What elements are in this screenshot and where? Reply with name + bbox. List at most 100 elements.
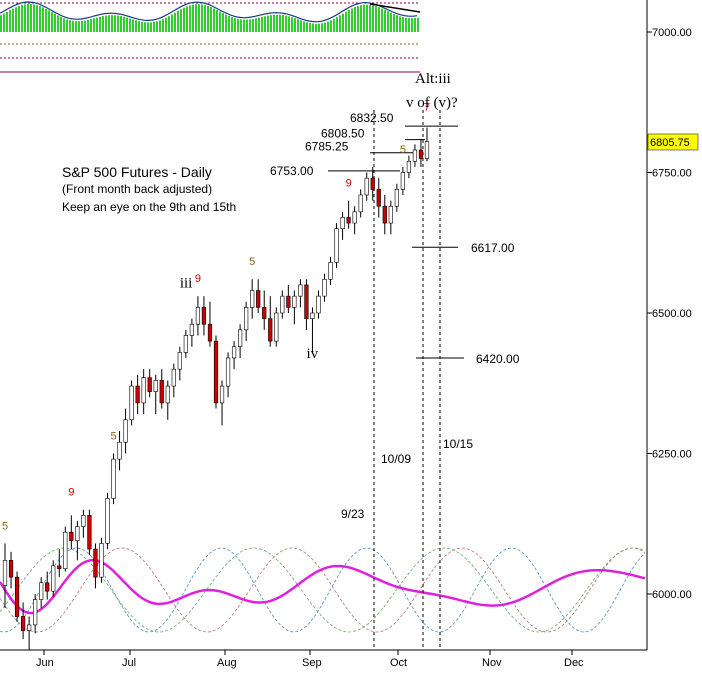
candle-body xyxy=(135,385,140,404)
indicator-bar xyxy=(372,5,374,32)
indicator-bar xyxy=(315,23,317,32)
indicator-bar xyxy=(165,17,167,32)
count-label: 9 xyxy=(68,487,74,499)
indicator-bar xyxy=(330,20,332,32)
candle-body xyxy=(280,295,285,314)
indicator-bar xyxy=(183,7,185,33)
indicator-bar xyxy=(81,20,83,32)
indicator-bar xyxy=(375,6,377,33)
indicator-bar xyxy=(84,20,86,32)
candle-body xyxy=(117,441,122,460)
candle-body xyxy=(225,357,231,387)
indicator-bar xyxy=(111,15,113,32)
candle-body xyxy=(99,543,104,578)
candle-body xyxy=(316,295,321,314)
indicator-bar xyxy=(378,7,380,32)
candle-body xyxy=(27,624,32,631)
candle-body xyxy=(370,177,375,190)
cycle-wave-3 xyxy=(0,547,646,633)
candle-body xyxy=(57,565,62,570)
indicator-bar xyxy=(240,19,242,32)
indicator-bar xyxy=(249,19,251,32)
y-tick-label: 6750.00 xyxy=(652,168,692,180)
cycle-wave-2 xyxy=(0,547,646,633)
candle-body xyxy=(310,312,315,319)
candle-body xyxy=(177,352,182,370)
indicator-bar xyxy=(279,14,281,32)
indicator-bar xyxy=(0,15,2,32)
level-label: 6753.00 xyxy=(270,164,314,178)
indicator-bar xyxy=(36,5,38,33)
indicator-bar xyxy=(417,17,419,32)
candle-body xyxy=(123,419,128,443)
candle-body xyxy=(75,526,80,541)
indicator-bar xyxy=(261,16,263,32)
indicator-bar xyxy=(105,15,107,33)
indicator-bar xyxy=(255,18,257,32)
indicator-bar xyxy=(39,6,41,32)
candle-body xyxy=(147,377,152,392)
indicator-bar xyxy=(138,21,140,32)
indicator-bar xyxy=(351,8,353,32)
indicator-bar xyxy=(306,22,308,32)
candle-body xyxy=(352,211,357,224)
candle-body xyxy=(183,335,188,353)
indicator-bar xyxy=(93,18,95,32)
candle-body xyxy=(165,385,170,404)
chart-subtitle: (Front month back adjusted) xyxy=(62,182,212,196)
indicator-bar xyxy=(78,21,80,32)
indicator-bar xyxy=(63,18,65,32)
x-tick-label: Aug xyxy=(217,657,237,669)
count-label: 5 xyxy=(111,430,117,442)
indicator-bar xyxy=(18,5,20,32)
x-tick-label: Jun xyxy=(36,657,54,669)
candle-body xyxy=(20,616,26,631)
indicator-trend-line xyxy=(369,3,421,13)
candle-body xyxy=(388,205,393,224)
wave-label: iii xyxy=(180,276,193,292)
candle-body xyxy=(340,217,345,230)
indicator-bar xyxy=(198,4,200,32)
candle-body xyxy=(33,599,38,626)
indicator-bar xyxy=(204,5,206,32)
alt-label-line1: Alt:iii xyxy=(415,71,451,87)
candle-body xyxy=(231,346,237,359)
indicator-bar xyxy=(303,21,305,32)
candle-body xyxy=(69,531,74,541)
composite-cycle-line xyxy=(0,558,646,615)
indicator-bar xyxy=(246,19,248,32)
indicator-bar xyxy=(291,17,293,32)
indicator-bar xyxy=(177,10,179,33)
indicator-bar xyxy=(405,17,407,32)
indicator-bar xyxy=(348,9,350,32)
candle-body xyxy=(189,323,194,336)
candle-body xyxy=(63,531,68,570)
candle-body xyxy=(153,380,158,392)
indicator-bar xyxy=(345,11,347,32)
indicator-bar xyxy=(231,17,233,32)
indicator-bar xyxy=(294,18,296,32)
candle-body xyxy=(105,498,110,544)
date-vline-label: 10/15 xyxy=(443,437,473,451)
level-label: 6832.50 xyxy=(350,111,394,125)
candle-body xyxy=(424,141,430,159)
indicator-bar xyxy=(186,6,188,33)
indicator-bar xyxy=(72,20,74,32)
candle-body xyxy=(334,228,339,263)
count-label: 9 xyxy=(346,178,352,190)
indicator-bar xyxy=(228,16,230,32)
indicator-bar xyxy=(336,17,338,32)
indicator-bar xyxy=(147,22,149,32)
candle-body xyxy=(400,172,405,190)
indicator-bar xyxy=(252,18,254,32)
indicator-bar xyxy=(99,16,101,32)
candle-body xyxy=(418,149,424,159)
last-price-box xyxy=(647,133,699,151)
indicator-bar xyxy=(120,16,122,32)
candle-body xyxy=(328,262,333,280)
count-label: 5 xyxy=(249,256,255,268)
indicator-bar xyxy=(192,4,194,32)
last-price-label: 6805.75 xyxy=(650,137,690,149)
candle-body xyxy=(14,576,20,617)
